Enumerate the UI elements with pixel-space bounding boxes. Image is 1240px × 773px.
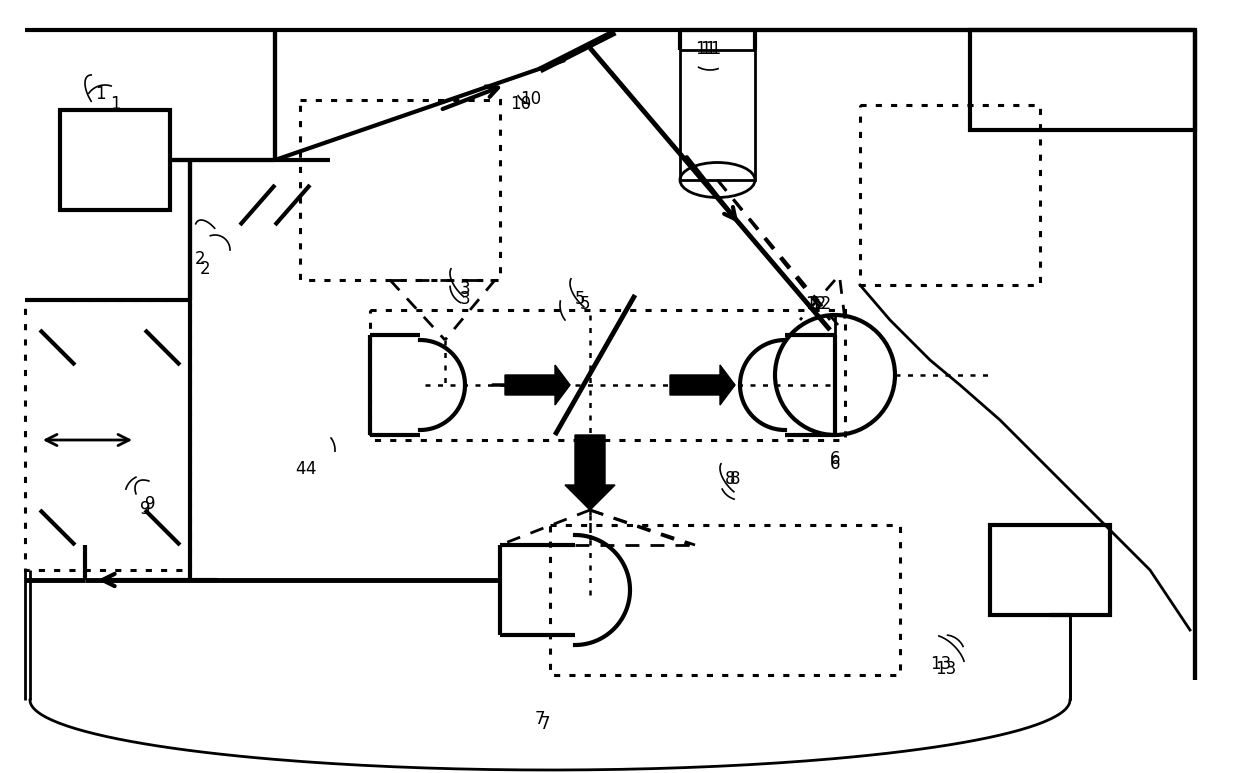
Text: 2: 2 <box>195 250 206 268</box>
Text: 5: 5 <box>580 295 590 313</box>
Text: 13: 13 <box>930 655 951 673</box>
Bar <box>25 300 190 570</box>
Text: 3: 3 <box>460 290 471 308</box>
Text: 7: 7 <box>534 710 546 728</box>
Text: 4: 4 <box>295 460 305 478</box>
Text: 4: 4 <box>305 460 315 478</box>
Text: 11: 11 <box>694 40 717 58</box>
Text: 1: 1 <box>110 95 120 113</box>
Text: 9: 9 <box>145 495 155 513</box>
Text: 6: 6 <box>830 455 841 473</box>
Text: 10: 10 <box>520 90 541 108</box>
Bar <box>680 50 755 180</box>
Text: 10: 10 <box>510 95 531 113</box>
Text: 1: 1 <box>95 85 105 103</box>
Polygon shape <box>565 435 615 510</box>
Text: 9: 9 <box>140 500 150 518</box>
Text: 5: 5 <box>575 290 585 308</box>
Text: 7: 7 <box>539 715 551 733</box>
Bar <box>60 110 170 210</box>
Text: 6: 6 <box>830 450 841 468</box>
Bar <box>970 30 1195 130</box>
Text: 12: 12 <box>810 295 831 313</box>
Text: 11: 11 <box>701 40 722 58</box>
Bar <box>990 525 1110 615</box>
Bar <box>300 100 500 280</box>
Bar <box>551 525 900 675</box>
Text: 13: 13 <box>935 660 956 678</box>
Polygon shape <box>505 365 570 405</box>
Text: 3: 3 <box>460 280 471 298</box>
Text: 12: 12 <box>805 295 826 313</box>
Text: 8: 8 <box>725 470 735 488</box>
Bar <box>861 105 1040 285</box>
Polygon shape <box>670 365 735 405</box>
Text: 2: 2 <box>200 260 211 278</box>
Text: 8: 8 <box>730 470 740 488</box>
Bar <box>370 310 844 440</box>
